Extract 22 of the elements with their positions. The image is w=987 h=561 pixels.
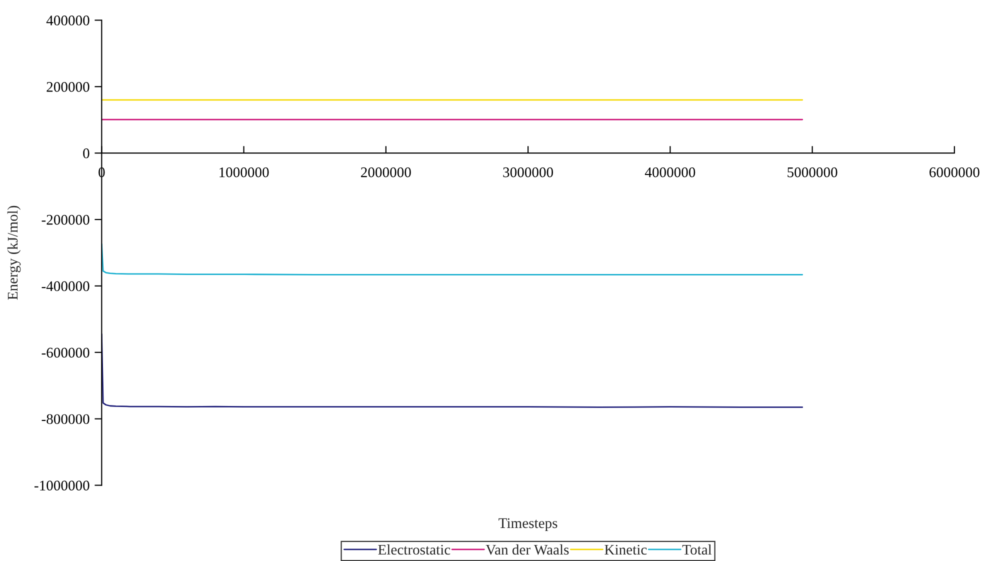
y-tick-label: -600000 (42, 348, 90, 358)
line-series (102, 333, 804, 408)
x-tick-label: 2000000 (361, 167, 411, 178)
y-tick-label: 200000 (46, 82, 90, 92)
legend-label: Van der Waals (486, 544, 569, 555)
x-tick-label: 5000000 (788, 167, 838, 178)
y-tick-label: -400000 (42, 281, 90, 292)
x-tick-label: 1000000 (220, 167, 269, 178)
y-tick-label: 0 (83, 148, 90, 158)
y-axis-title: Energy (kJ/mol) (7, 206, 21, 300)
line-series (102, 243, 804, 276)
legend-label: Electrostatic (378, 544, 450, 555)
y-tick-label: -200000 (42, 214, 90, 225)
y-tick-label: 400000 (46, 16, 90, 26)
x-tick-label: 6000000 (930, 167, 980, 178)
x-axis-title: Timesteps (498, 518, 558, 532)
y-tick-label: -1000000 (34, 480, 90, 490)
x-tick-label: 4000000 (644, 167, 696, 178)
x-tick-label: 3000000 (503, 167, 554, 178)
legend-label: Total (682, 544, 712, 555)
y-tick-label: -800000 (42, 414, 90, 424)
legend-label: Kinetic (604, 544, 647, 555)
